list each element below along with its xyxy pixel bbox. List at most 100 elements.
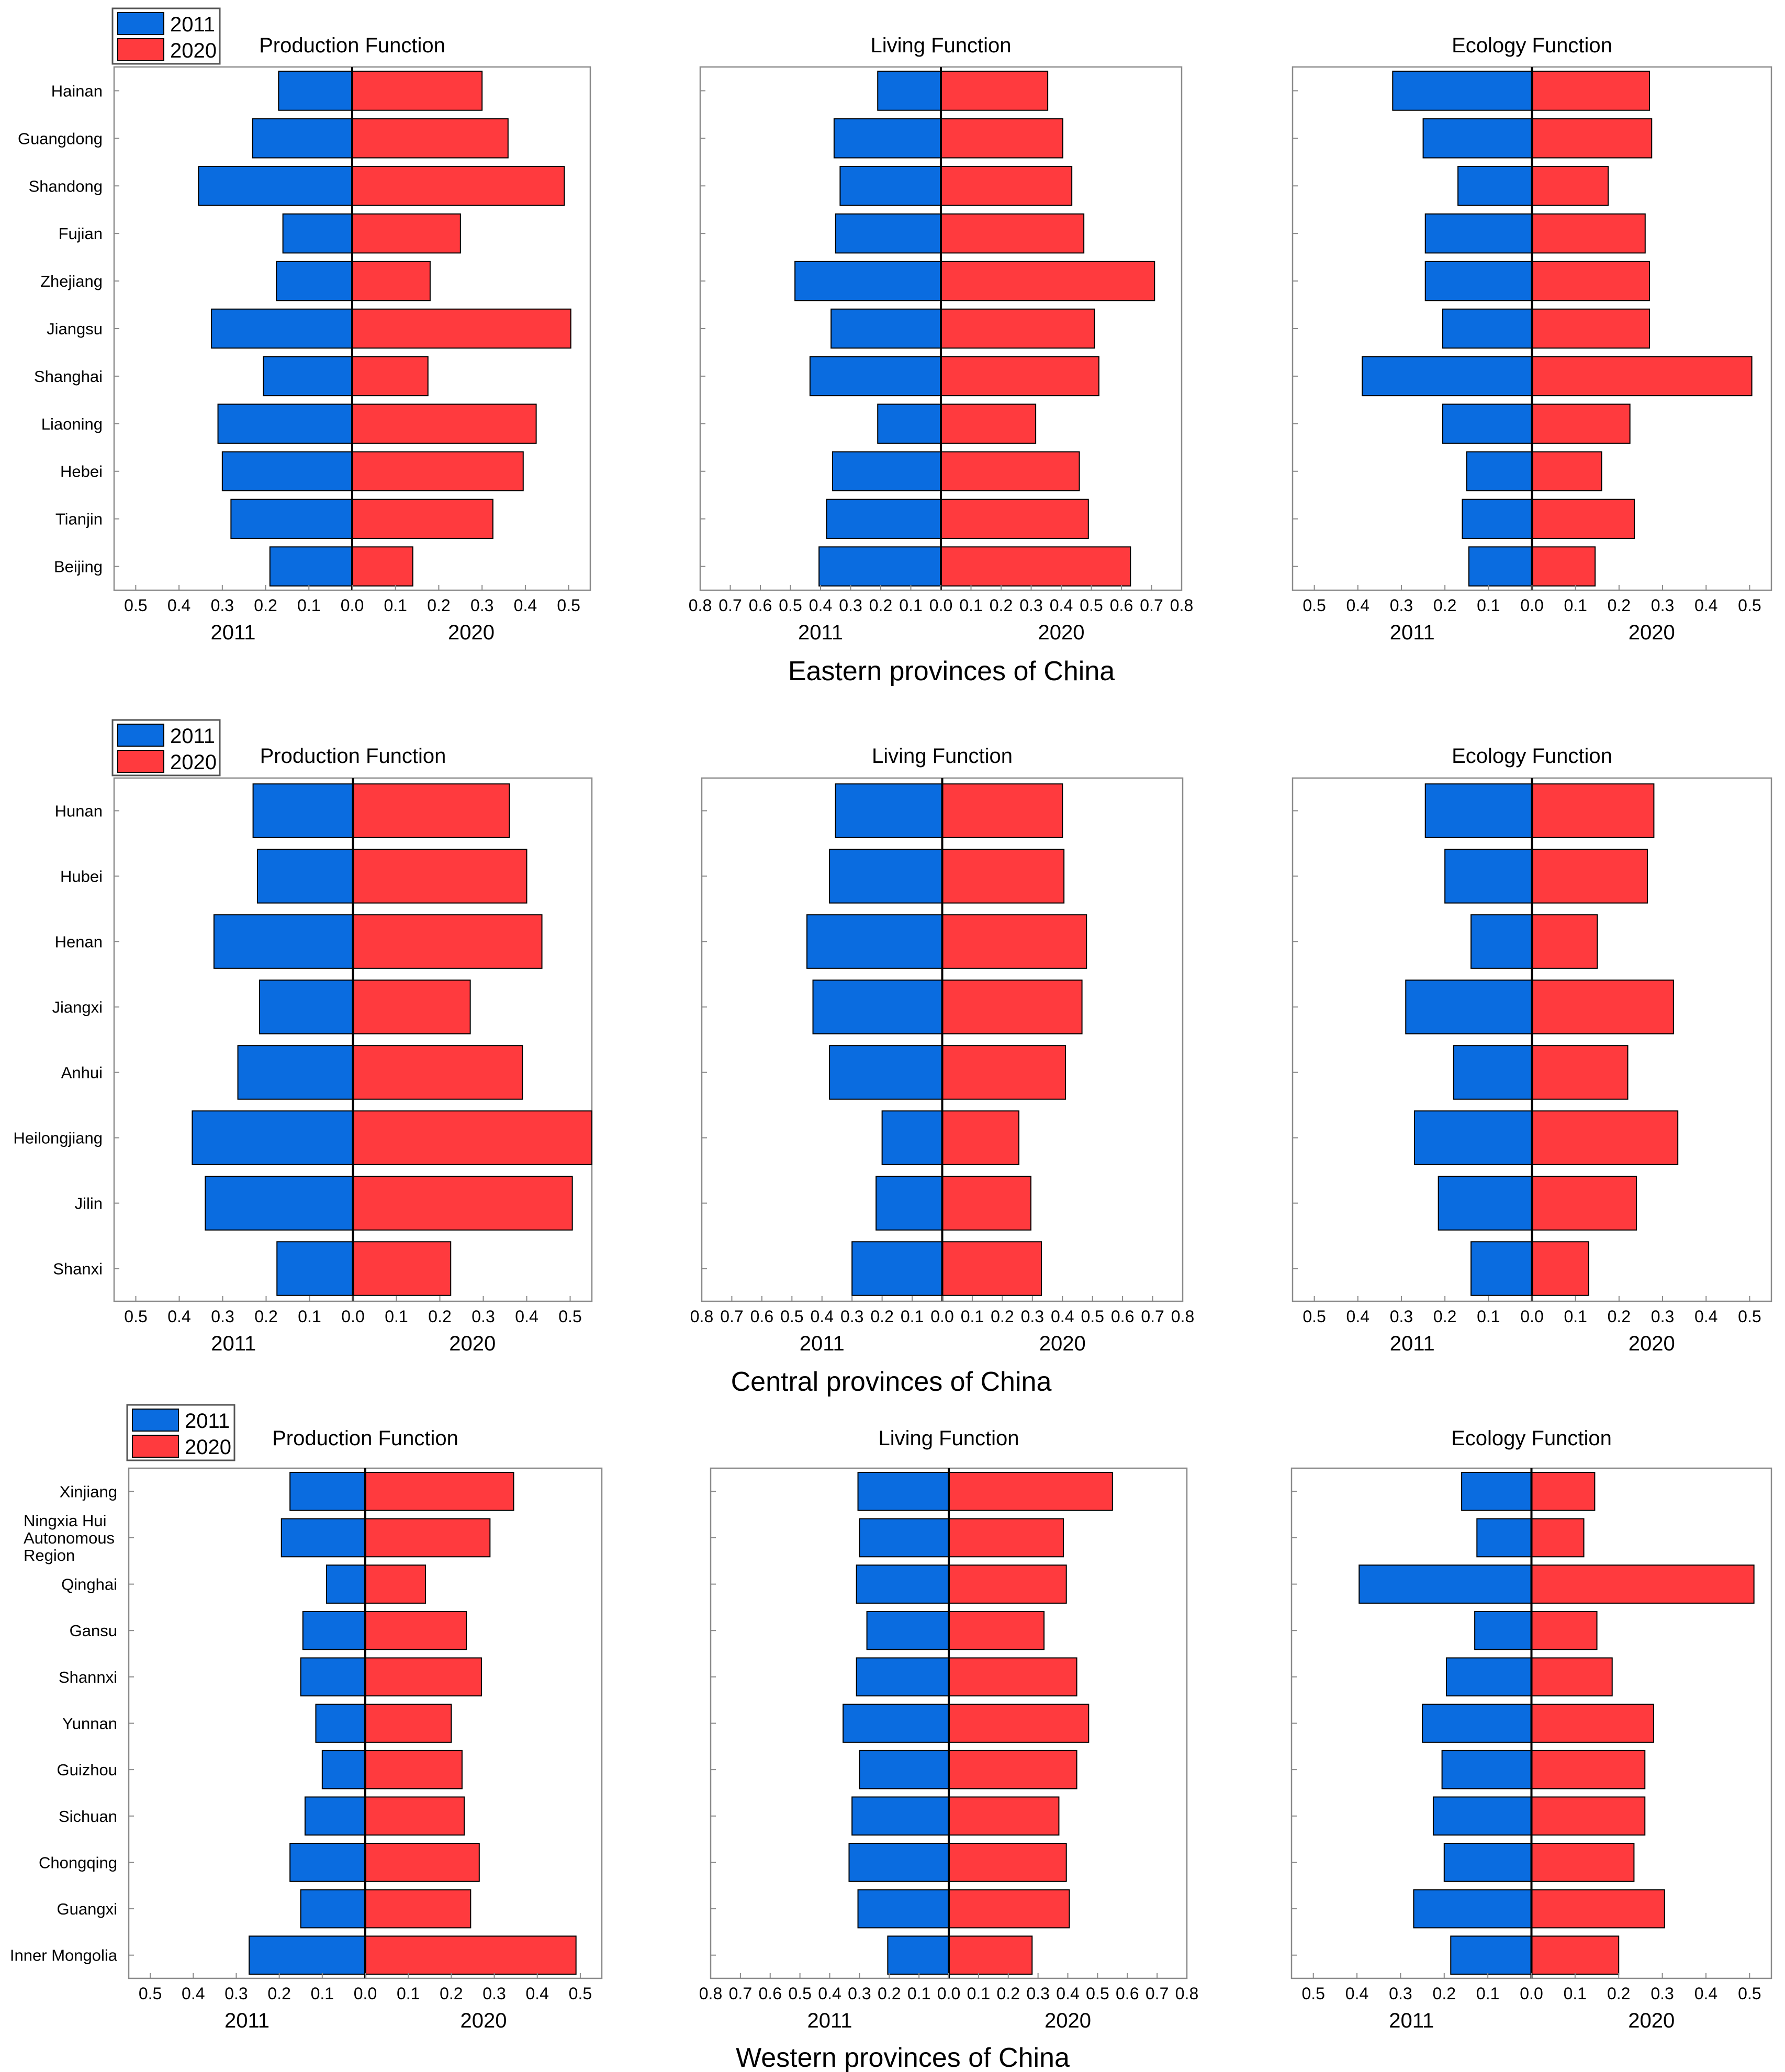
x-tick-label: 0.2 [428, 1307, 451, 1326]
bar-2020-hubei [352, 849, 527, 904]
x-tick-label: 0.1 [959, 596, 982, 615]
bar-2020-chongqing [365, 1843, 480, 1882]
x-tick-label: 0.1 [1477, 1307, 1500, 1326]
bar-2020-fujian [352, 213, 461, 254]
plots-layer: Production Function Hainan Guangdong Shando… [10, 34, 1772, 2032]
year-label-left: 2011 [224, 2009, 270, 2032]
bar-2011-ningxia-hui-autonomous-region [859, 1518, 949, 1558]
bar-2020-ningxia-hui-autonomous-region [1531, 1518, 1585, 1558]
year-label-right: 2020 [1038, 621, 1085, 644]
x-tick-label: 0.2 [997, 1984, 1020, 2003]
bar-2011-guangdong [1422, 118, 1533, 159]
bar-2011-yunnan [843, 1704, 949, 1743]
x-tick-label: 0.5 [1738, 596, 1761, 615]
bar-2011-zhejiang [1424, 261, 1533, 301]
x-tick-label: 0.7 [1140, 596, 1163, 615]
bar-2020-qinghai [948, 1564, 1067, 1604]
bar-2020-beijing [940, 546, 1131, 587]
legend-label-2011: 2011 [185, 1410, 230, 1433]
bar-2020-jilin [352, 1176, 573, 1231]
x-tick-label: 0.4 [1346, 1307, 1369, 1326]
x-tick-label: 0.1 [907, 1984, 930, 2003]
legend-eastern: 2011 2020 [111, 7, 221, 65]
bar-2020-henan [352, 914, 543, 969]
x-tick-label: 0.0 [354, 1984, 377, 2003]
x-tick-label: 0.3 [1390, 596, 1413, 615]
bar-2011-jiangxi [259, 979, 354, 1034]
category-label: Guangdong [18, 129, 103, 148]
category-label: Shanxi [53, 1260, 103, 1278]
bar-2011-anhui [237, 1045, 354, 1100]
year-label-left: 2011 [800, 1332, 845, 1355]
x-tick-label: 0.0 [1520, 596, 1543, 615]
bar-2011-hebei [1466, 451, 1533, 491]
category-label: Henan [55, 933, 103, 951]
x-tick-label: 0.4 [1694, 596, 1717, 615]
x-tick-label: 0.2 [1607, 1984, 1630, 2003]
bar-2020-hainan [352, 71, 483, 111]
x-tick-label: 0.5 [1080, 596, 1103, 615]
bar-2011-guangdong [833, 118, 941, 159]
chart-panel-3-2: Living Function 0.8 0.7 0.6 0.5 0.4 0.3 0.2 0.1 0… [699, 1427, 1198, 2032]
panel-title: Ecology Function [1451, 1427, 1612, 1450]
x-tick-label: 0.2 [427, 596, 450, 615]
x-tick-label: 0.5 [558, 1307, 581, 1326]
x-tick-label: 0.6 [749, 596, 772, 615]
x-tick-label: 0.3 [1019, 596, 1042, 615]
x-tick-label: 0.0 [929, 596, 952, 615]
bar-2020-jilin [1531, 1176, 1637, 1231]
bar-2011-guizhou [321, 1750, 366, 1789]
category-label: Shanghai [34, 367, 103, 386]
x-tick-label: 0.5 [1738, 1307, 1761, 1326]
bar-2020-qinghai [1531, 1564, 1755, 1604]
bar-2011-yunnan [315, 1704, 366, 1743]
x-tick-label: 0.1 [397, 1984, 420, 2003]
x-tick-label: 0.3 [482, 1984, 506, 2003]
x-tick-label: 0.5 [124, 596, 147, 615]
bar-2011-jiangxi [1405, 979, 1533, 1034]
bar-2011-hebei [832, 451, 941, 491]
x-tick-label: 0.1 [311, 1984, 334, 2003]
bar-2011-henan [806, 914, 943, 969]
bar-2020-xinjiang [1531, 1471, 1596, 1511]
region-title-central: Central provinces of China [731, 1367, 1052, 1397]
x-tick-label: 0.6 [1116, 1984, 1139, 2003]
year-label-right: 2020 [1045, 2009, 1091, 2032]
bar-2020-liaoning [352, 403, 537, 444]
bar-2011-liaoning [877, 403, 941, 444]
x-tick-label: 0.1 [298, 1307, 321, 1326]
x-tick-label: 0.3 [211, 596, 234, 615]
bar-2020-jilin [941, 1176, 1031, 1231]
x-tick-label: 0.1 [385, 1307, 408, 1326]
x-tick-label: 0.7 [729, 1984, 752, 2003]
x-tick-label: 0.5 [124, 1307, 147, 1326]
x-tick-label: 0.4 [167, 596, 190, 615]
bar-2011-gansu [866, 1611, 949, 1650]
bar-2020-tianjin [352, 499, 493, 539]
x-tick-label: 0.4 [525, 1984, 548, 2003]
x-tick-label: 0.1 [297, 596, 320, 615]
x-tick-label: 0.4 [167, 1307, 190, 1326]
bar-2011-henan [1470, 914, 1533, 969]
chart-panel-2-3: Ecology Function 0.5 0.4 0.3 0.2 0.1 0.0 0.1 0.2… [1292, 745, 1772, 1355]
bar-2011-gansu [1474, 1611, 1532, 1650]
category-label: Tianjin [55, 510, 103, 528]
x-tick-label: 0.4 [811, 1307, 834, 1326]
x-tick-label: 0.1 [384, 596, 407, 615]
bar-2020-shandong [352, 166, 565, 206]
bar-2011-shanxi [276, 1241, 354, 1296]
x-tick-label: 0.7 [1141, 1307, 1164, 1326]
x-tick-label: 0.2 [1433, 1307, 1456, 1326]
bar-2011-hubei [1444, 849, 1533, 904]
bar-2020-shannxi [1531, 1657, 1613, 1697]
bar-2020-hubei [941, 849, 1065, 904]
bar-2020-fujian [1531, 213, 1646, 254]
x-tick-label: 0.5 [780, 1307, 803, 1326]
chart-panel-3-3: Ecology Function 0.5 0.4 0.3 0.2 0.1 0.0 0.1 0.2… [1290, 1427, 1772, 2032]
bar-2020-shanxi [941, 1241, 1042, 1296]
x-tick-label: 0.2 [1433, 1984, 1456, 2003]
x-tick-label: 0.8 [1171, 1307, 1194, 1326]
legend-label-2011: 2011 [170, 725, 215, 748]
bar-2011-chongqing [848, 1843, 949, 1882]
x-tick-label: 0.5 [788, 1984, 811, 2003]
